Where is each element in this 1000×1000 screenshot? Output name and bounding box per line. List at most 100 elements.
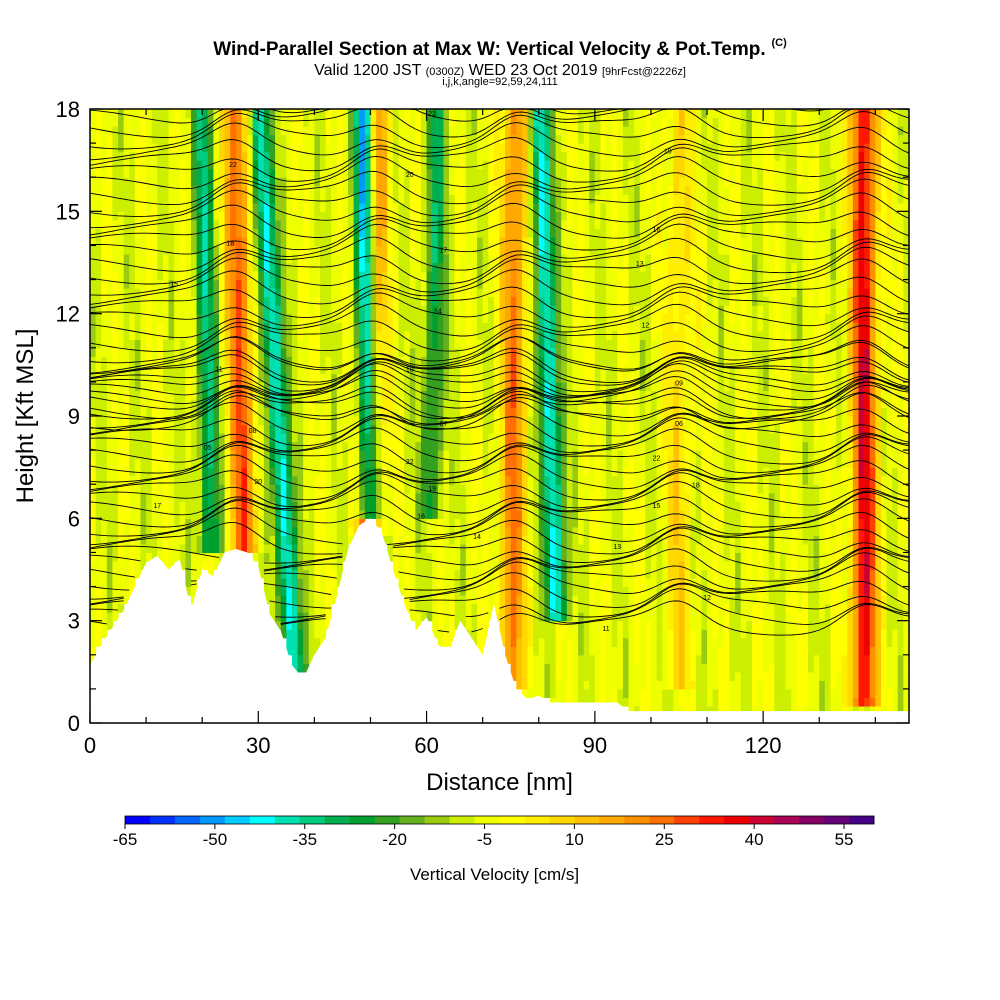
velocity-cell [510,671,517,681]
velocity-cell [179,416,186,426]
velocity-cell [241,475,248,485]
velocity-cell [263,228,271,238]
velocity-cell [482,262,489,272]
velocity-cell [252,347,259,357]
velocity-cell [129,330,136,340]
velocity-cell [140,492,147,502]
velocity-cell [325,509,332,519]
velocity-cell [303,535,310,545]
velocity-cell [510,143,517,153]
velocity-cell [364,484,372,494]
velocity-cell [471,236,478,247]
velocity-cell [336,467,344,477]
velocity-cell [162,109,170,119]
velocity-cell [106,450,114,460]
velocity-cell [398,202,405,212]
velocity-cell [247,236,254,247]
velocity-cell [303,185,310,195]
velocity-cell [454,168,461,178]
velocity-cell [331,236,338,247]
velocity-cell [235,501,243,511]
velocity-cell [426,501,433,511]
velocity-cell [370,313,377,323]
velocity-cell [488,117,495,127]
velocity-cell [190,484,198,494]
velocity-cell [549,671,557,681]
velocity-cell [471,262,478,272]
velocity-cell [426,569,433,579]
velocity-cell [398,313,405,323]
velocity-cell [90,279,97,289]
velocity-cell [516,109,523,119]
velocity-cell [325,330,332,340]
velocity-cell [443,398,450,409]
velocity-cell [404,543,411,554]
velocity-cell [219,109,226,119]
velocity-cell [286,373,293,383]
velocity-cell [275,185,282,195]
velocity-cell [112,288,119,298]
velocity-cell [336,339,344,349]
velocity-cell [426,262,433,272]
velocity-cell [291,185,299,195]
velocity-cell [460,313,467,323]
velocity-cell [207,288,215,298]
velocity-cell [432,586,439,596]
velocity-cell [449,151,456,161]
velocity-cell [207,364,215,374]
velocity-cell [376,271,383,281]
velocity-cell [303,629,310,639]
velocity-cell [314,126,321,136]
velocity-cell [449,543,456,554]
velocity-cell [151,271,158,281]
velocity-cell [432,373,439,383]
velocity-cell [465,177,473,187]
velocity-cell [219,117,226,127]
velocity-cell [196,364,203,374]
velocity-cell [90,253,97,264]
velocity-cell [190,390,198,400]
velocity-cell [118,126,125,136]
velocity-cell [404,185,411,195]
velocity-cell [336,578,344,588]
velocity-cell [342,339,349,349]
velocity-cell [168,160,175,170]
velocity-cell [521,450,529,460]
velocity-cell [90,194,97,204]
velocity-cell [449,322,456,332]
velocity-cell [118,484,125,494]
velocity-cell [555,535,562,545]
velocity-cell [331,271,338,281]
velocity-cell [303,407,310,417]
velocity-cell [510,509,517,519]
velocity-cell [179,535,186,545]
velocity-cell [555,654,562,664]
velocity-cell [275,356,282,366]
velocity-cell [303,620,310,630]
velocity-cell [106,381,114,392]
velocity-cell [499,160,506,170]
velocity-cell [482,364,489,374]
velocity-cell [359,271,366,281]
velocity-cell [129,416,136,426]
velocity-cell [308,509,315,519]
velocity-cell [353,501,360,511]
velocity-cell [331,381,338,392]
velocity-cell [348,211,355,221]
velocity-cell [118,185,125,195]
velocity-cell [151,253,158,264]
velocity-cell [555,603,562,613]
velocity-cell [426,168,433,178]
velocity-cell [510,398,517,409]
velocity-cell [157,407,164,417]
velocity-cell [549,339,557,349]
velocity-cell [364,296,372,306]
velocity-cell [415,526,422,536]
velocity-cell [465,271,473,281]
velocity-cell [331,578,338,588]
velocity-cell [527,518,534,528]
velocity-cell [376,245,383,255]
velocity-cell [140,330,147,340]
velocity-cell [95,543,102,554]
velocity-cell [505,134,512,144]
